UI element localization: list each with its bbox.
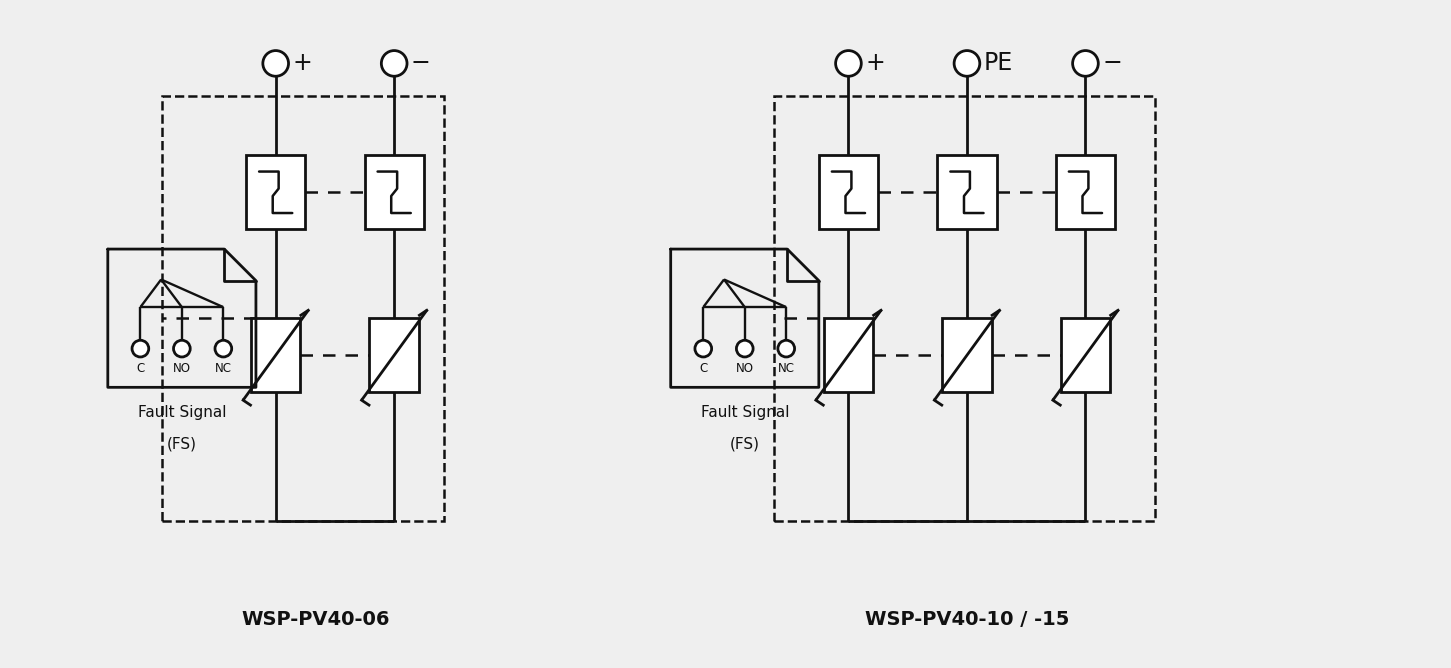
Circle shape: [778, 340, 795, 357]
Circle shape: [737, 340, 753, 357]
Bar: [251, 318, 300, 392]
Text: NO: NO: [173, 362, 192, 375]
Text: PE: PE: [984, 51, 1013, 75]
Circle shape: [955, 51, 979, 76]
Circle shape: [215, 340, 232, 357]
Bar: [942, 318, 991, 392]
Circle shape: [836, 51, 862, 76]
Text: (FS): (FS): [167, 437, 197, 452]
Bar: [1061, 318, 1110, 392]
Bar: [370, 318, 419, 392]
Text: C: C: [136, 362, 145, 375]
Text: +: +: [293, 51, 312, 75]
Text: −: −: [1103, 51, 1122, 75]
Circle shape: [382, 51, 408, 76]
Bar: [824, 318, 874, 392]
Text: NO: NO: [736, 362, 753, 375]
Text: Fault Signal: Fault Signal: [138, 405, 226, 420]
Text: WSP-PV40-10 / -15: WSP-PV40-10 / -15: [865, 610, 1069, 629]
Text: NC: NC: [215, 362, 232, 375]
Bar: [818, 155, 878, 229]
Circle shape: [132, 340, 149, 357]
Text: +: +: [865, 51, 885, 75]
Text: Fault Signal: Fault Signal: [701, 405, 789, 420]
Circle shape: [174, 340, 190, 357]
Bar: [937, 155, 997, 229]
Text: C: C: [699, 362, 708, 375]
Bar: [1056, 155, 1114, 229]
Text: (FS): (FS): [730, 437, 760, 452]
Text: NC: NC: [778, 362, 795, 375]
Bar: [364, 155, 424, 229]
Text: WSP-PV40-06: WSP-PV40-06: [241, 610, 389, 629]
Circle shape: [695, 340, 711, 357]
Circle shape: [1072, 51, 1098, 76]
Circle shape: [263, 51, 289, 76]
Text: −: −: [411, 51, 431, 75]
Bar: [247, 155, 305, 229]
